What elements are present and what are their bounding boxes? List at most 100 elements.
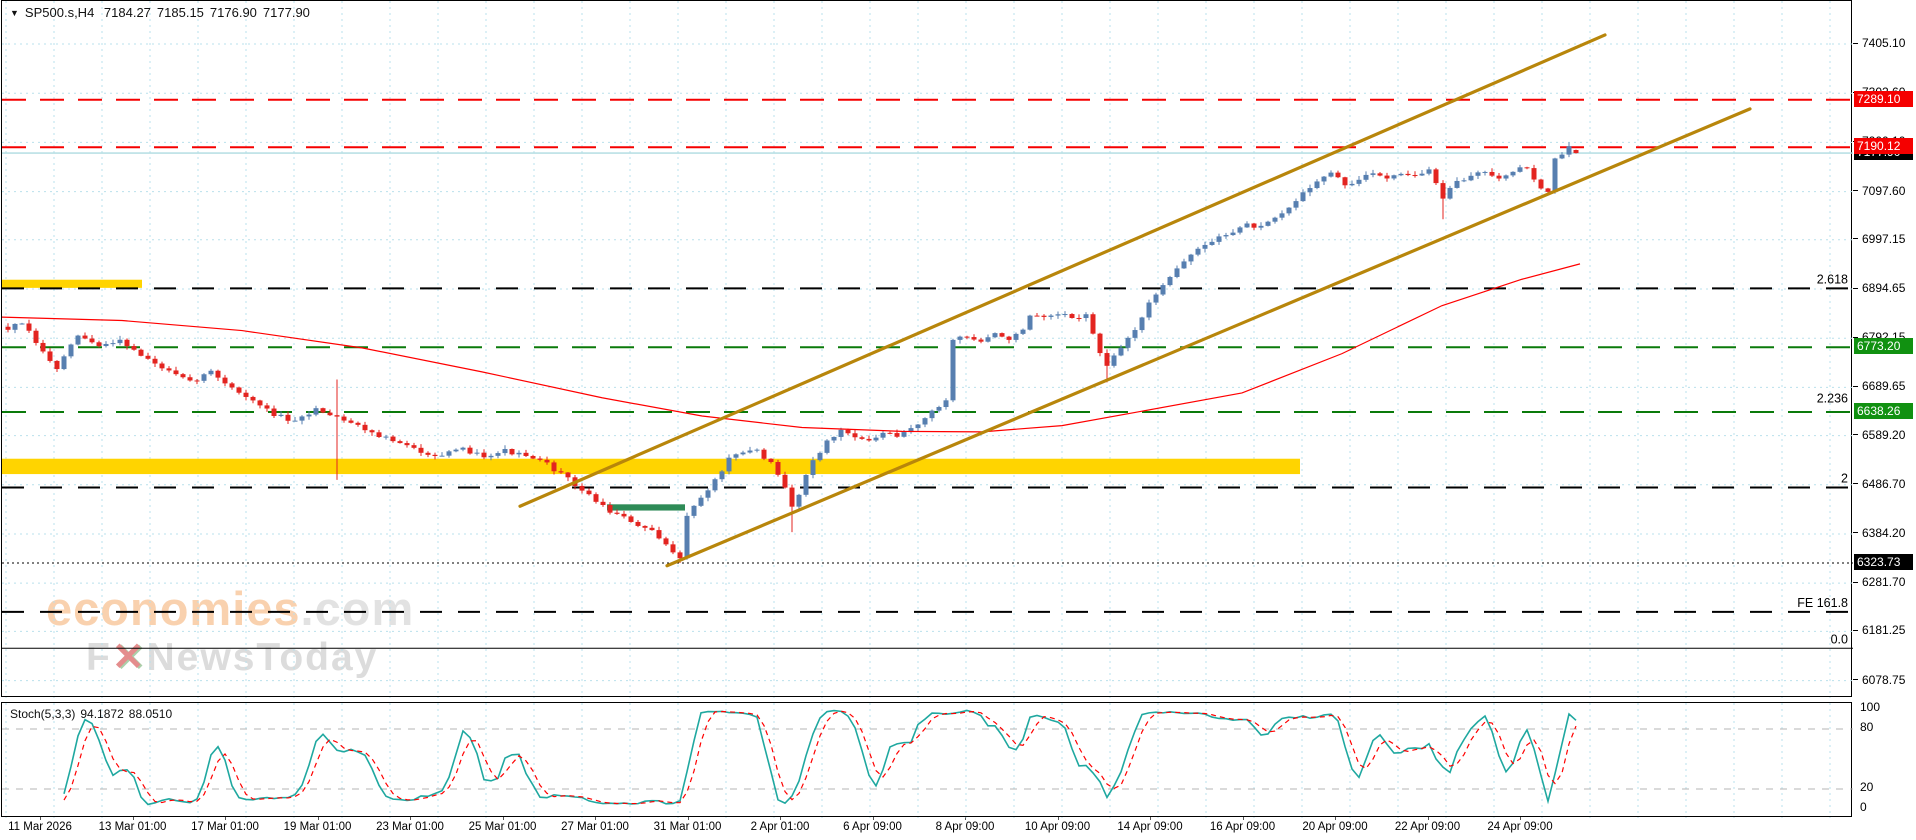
candle xyxy=(586,490,592,495)
watermark-newsline: F✕NewsToday xyxy=(86,636,379,679)
candle xyxy=(1566,146,1572,155)
stochastic-panel[interactable]: Stoch(5,3,3) 94.1872 88.0510 xyxy=(1,702,1853,818)
candle xyxy=(1146,302,1152,318)
stochastic-label: Stoch(5,3,3) 94.1872 88.0510 xyxy=(10,707,177,721)
candle xyxy=(1020,329,1026,334)
candle xyxy=(390,436,396,442)
candle xyxy=(1153,294,1159,303)
candle xyxy=(670,544,676,553)
candle xyxy=(922,418,928,425)
candle xyxy=(1209,241,1215,245)
time-tick-mark xyxy=(1427,817,1429,820)
candle xyxy=(1405,173,1411,176)
candle xyxy=(383,436,389,438)
candle xyxy=(54,360,60,370)
chart-title: ▼ SP500.s,H4 7184.27 7185.15 7176.90 7177.90 xyxy=(10,5,316,20)
candle xyxy=(712,479,718,491)
price-tick-mark xyxy=(1853,287,1858,289)
price-tick-mark xyxy=(1853,336,1858,338)
candle xyxy=(1013,333,1019,340)
fx-x-glyph: ✕ xyxy=(111,636,147,679)
time-label: 22 Apr 09:00 xyxy=(1394,821,1461,833)
candle xyxy=(271,408,277,417)
candle xyxy=(173,370,179,375)
time-label: 16 Apr 09:00 xyxy=(1209,821,1276,833)
stoch-d-value: 88.0510 xyxy=(128,707,173,721)
candle xyxy=(1062,314,1068,316)
candle xyxy=(908,428,914,433)
support-6773-label: 6773.20 xyxy=(1854,338,1913,355)
candle xyxy=(117,339,123,344)
candle xyxy=(1139,317,1145,331)
candle xyxy=(1090,314,1096,334)
price-tick-label: 6281.70 xyxy=(1862,575,1906,590)
candle xyxy=(26,323,32,331)
fib-label-0.0: 0.0 xyxy=(1831,632,1848,646)
time-tick-mark xyxy=(1335,817,1336,820)
candle xyxy=(488,455,494,458)
candle xyxy=(1118,347,1124,356)
price-tick-label: 6384.20 xyxy=(1862,525,1906,540)
candle xyxy=(733,454,739,458)
time-label: 19 Mar 01:00 xyxy=(283,821,352,833)
candle xyxy=(362,424,368,431)
time-tick-mark xyxy=(40,817,41,820)
candle xyxy=(698,497,704,506)
candlestick-chart-canvas[interactable]: 2.618 2.236 2 FE 161.8 0.0 xyxy=(2,1,1853,698)
moving-average-line xyxy=(2,263,1581,433)
candle xyxy=(1069,314,1075,318)
stoch-k-line xyxy=(63,709,1577,806)
candle xyxy=(901,432,907,437)
ohlc-low: 7176.90 xyxy=(209,5,257,20)
ohlc-open: 7184.27 xyxy=(103,5,151,20)
price-tick-mark xyxy=(1853,385,1858,387)
candle xyxy=(145,355,151,359)
candle xyxy=(740,452,746,455)
stochastic-canvas[interactable] xyxy=(2,703,1853,818)
candle xyxy=(264,405,270,409)
candle xyxy=(824,440,830,453)
time-tick-mark xyxy=(965,817,966,820)
candle xyxy=(796,494,802,507)
price-chart-panel[interactable]: economies.com F✕NewsToday 2.618 2.236 2 FE … xyxy=(1,0,1853,698)
candle xyxy=(677,552,683,559)
time-label: 27 Mar 01:00 xyxy=(561,821,629,833)
candle xyxy=(964,336,970,338)
candle xyxy=(1048,315,1054,317)
time-label: 23 Mar 01:00 xyxy=(376,821,444,833)
candle xyxy=(1265,221,1271,226)
candle xyxy=(1160,285,1166,295)
candle xyxy=(75,335,81,345)
price-axis[interactable]: 7405.107302.607200.107097.606997.156894.… xyxy=(1853,0,1916,817)
candle xyxy=(852,433,858,438)
candle xyxy=(1545,188,1551,192)
candle xyxy=(208,370,214,375)
candle xyxy=(1125,337,1131,348)
stoch-scale-80: 80 xyxy=(1860,720,1874,734)
candle xyxy=(985,337,991,342)
candle xyxy=(726,457,732,472)
candle xyxy=(1083,314,1089,319)
price-tick-label: 6078.75 xyxy=(1862,672,1906,687)
candle xyxy=(229,383,235,388)
stoch-k-value: 94.1872 xyxy=(80,707,124,721)
candle xyxy=(474,452,480,454)
candle xyxy=(999,333,1005,337)
fib-label-2.236: 2.236 xyxy=(1817,391,1848,405)
time-label: 17 Mar 01:00 xyxy=(191,821,259,833)
price-tick-label: 6181.25 xyxy=(1862,623,1906,638)
candle xyxy=(1202,244,1208,249)
time-label: 20 Apr 09:00 xyxy=(1302,821,1368,833)
candle xyxy=(243,392,249,397)
time-tick-mark xyxy=(1057,817,1059,820)
candle xyxy=(19,323,25,325)
candle xyxy=(439,455,445,457)
time-tick-mark xyxy=(687,817,689,820)
candle xyxy=(397,441,403,444)
collapse-triangle-icon[interactable]: ▼ xyxy=(10,8,19,18)
time-tick-mark xyxy=(1520,817,1521,820)
candle xyxy=(1006,336,1012,340)
candle xyxy=(1531,168,1537,180)
time-axis[interactable]: 11 Mar 2026 13 Mar 01:00 17 Mar 01:00 19 Ma… xyxy=(0,817,1916,840)
